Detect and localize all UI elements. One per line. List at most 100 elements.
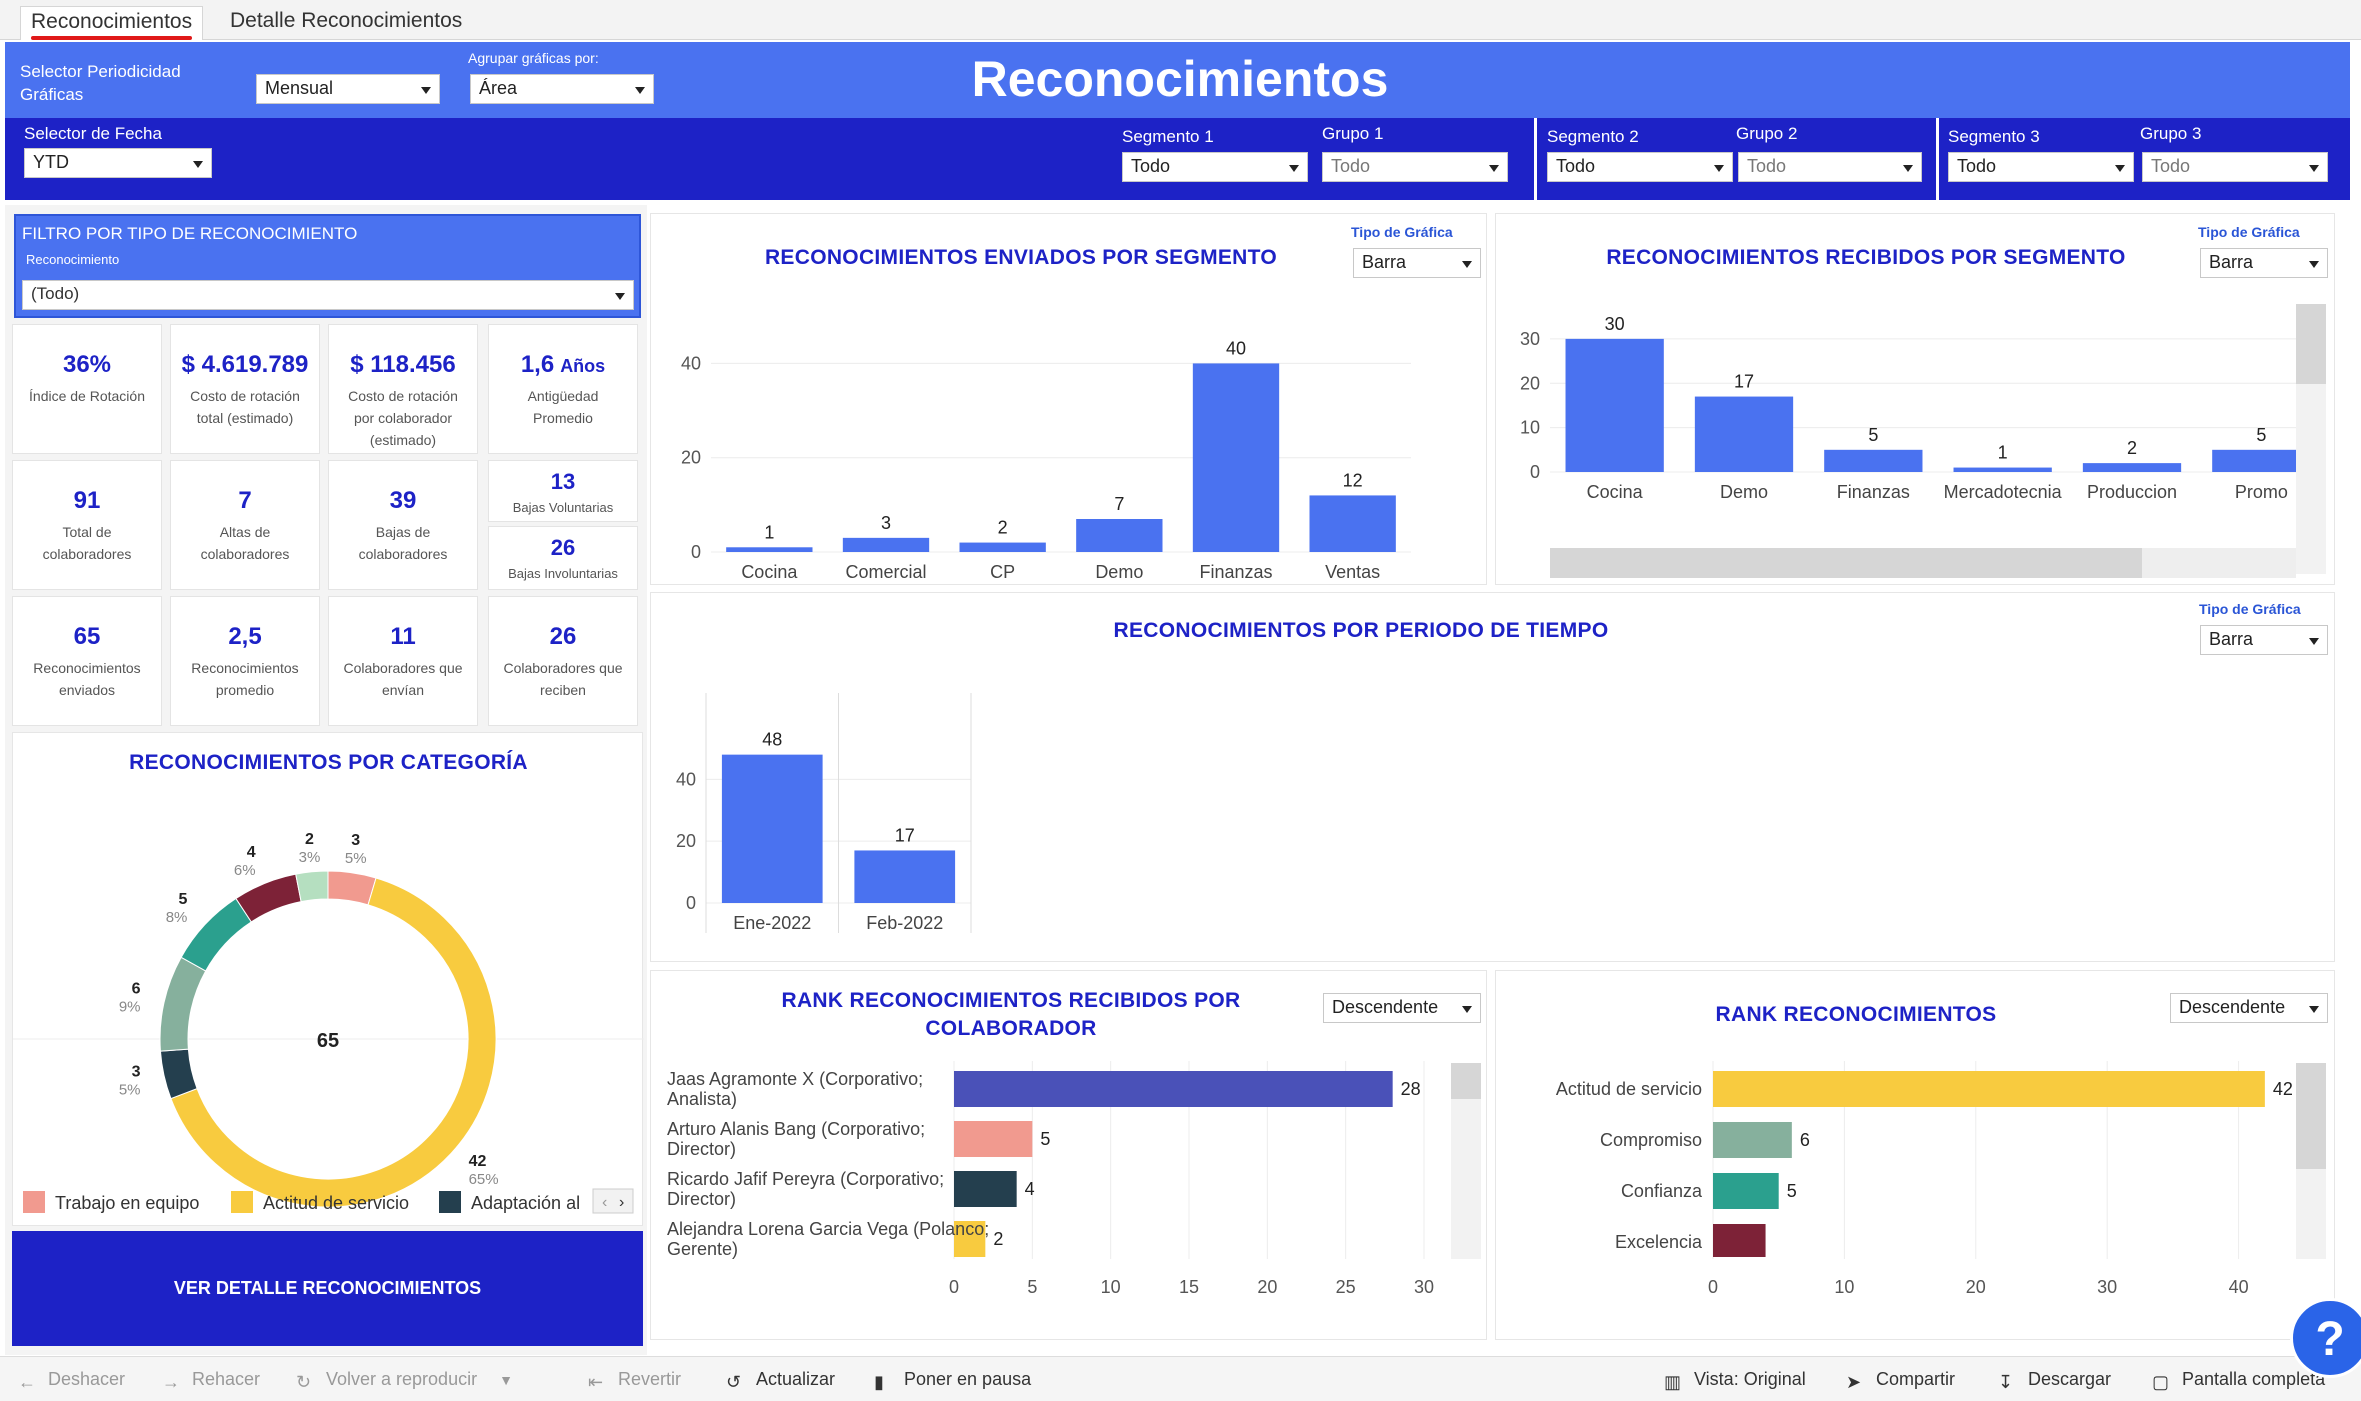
y-tick-label: Arturo Alanis Bang (Corporativo; Director… <box>667 1119 925 1159</box>
enviados-title: RECONOCIMIENTOS ENVIADOS POR SEGMENTO <box>764 246 1278 269</box>
chevron-right-icon: › <box>619 1194 624 1211</box>
kpi-value: 1,6 Años <box>520 351 606 378</box>
ver-detalle-button[interactable]: VER DETALLE RECONOCIMIENTOS <box>12 1231 643 1346</box>
rank-reconocimientos-order-select[interactable]: Descendente <box>2170 993 2328 1023</box>
slice-value-label: 2 <box>305 831 314 848</box>
enviados-chart-type-select[interactable]: Barra <box>1353 248 1481 278</box>
donut-center-total: 65 <box>317 1030 339 1052</box>
data-label: 30 <box>1605 314 1625 334</box>
refresh-label: Actualizar <box>756 1369 836 1389</box>
fullscreen-button[interactable]: ▢ Pantalla completa <box>2152 1357 2325 1401</box>
kpi-label: Bajas Voluntarias <box>512 500 614 515</box>
v-scrollbar-thumb[interactable] <box>2296 304 2326 384</box>
rank-colaborador-title: RANK RECONOCIMIENTOS RECIBIDOS POR COLAB… <box>781 989 1241 1040</box>
help-button[interactable]: ? <box>2290 1298 2361 1378</box>
y-tick-label: 40 <box>676 769 696 789</box>
legend-pager <box>592 1188 634 1214</box>
view-button[interactable]: ▥ Vista: Original <box>1664 1357 1806 1401</box>
y-tick-label: 0 <box>686 893 696 913</box>
filter-select[interactable]: (Todo) <box>22 280 634 310</box>
y-tick-label: 20 <box>681 448 701 468</box>
v-scrollbar-thumb[interactable] <box>1451 1063 1481 1099</box>
revert-button[interactable]: ⇤ Revertir <box>588 1357 681 1401</box>
data-label: 40 <box>1226 338 1246 358</box>
data-label: 1 <box>764 522 774 542</box>
bar <box>1824 449 1923 472</box>
select-value: Barra <box>2209 629 2254 649</box>
download-label: Descargar <box>2028 1369 2112 1389</box>
legend-swatch <box>439 1191 461 1213</box>
data-label: 12 <box>1343 470 1363 490</box>
replay-button[interactable]: ↻ Volver a reproducir ▼ <box>296 1357 513 1401</box>
select-value: Descendente <box>2179 997 2286 1017</box>
bar <box>1713 1071 2265 1107</box>
bar <box>954 1071 1393 1107</box>
tab-reconocimientos[interactable]: Reconocimientos <box>20 6 204 40</box>
data-label: 5 <box>1040 1129 1050 1149</box>
select-value: Todo <box>1747 156 1787 176</box>
group-1-select[interactable]: Todo <box>1322 152 1508 182</box>
share-button[interactable]: ➤ Compartir <box>1846 1357 1955 1401</box>
segment-1-select[interactable]: Todo <box>1122 152 1308 182</box>
group-3-select[interactable]: Todo <box>2142 152 2328 182</box>
label-line: Analista) <box>667 1089 737 1109</box>
segment-2-label: Segmento 2 <box>1547 127 1639 146</box>
x-tick-label: Promo <box>2235 482 2288 502</box>
kpi-label: Colaboradores que envían <box>343 660 463 698</box>
bar <box>2212 449 2311 472</box>
x-tick-label: 30 <box>2097 1277 2117 1297</box>
kpi-card: 2,5 Reconocimientos promedio <box>170 596 320 726</box>
chevron-down-icon <box>1903 165 1913 172</box>
v-scrollbar-track[interactable] <box>1451 1063 1481 1259</box>
kpi-value: 7 <box>238 487 252 514</box>
segment-3-select[interactable]: Todo <box>1948 152 2134 182</box>
chevron-down-icon <box>615 293 625 300</box>
kpi-label: Antigüedad Promedio <box>527 388 599 426</box>
pause-button[interactable]: ▮ Poner en pausa <box>874 1357 1031 1401</box>
recibidos-bar-chart: 0 10 20 30 30 Cocina 17 Demo 5 Finanzas 1 Mercadote… <box>1520 314 2326 502</box>
kpi-value: 36% <box>62 351 112 378</box>
kpi-value: 26 <box>550 535 576 560</box>
segment-1-label: Segmento 1 <box>1122 127 1214 146</box>
redo-button[interactable]: → Rehacer <box>162 1357 260 1401</box>
periodicity-select[interactable]: Mensual <box>256 74 440 104</box>
recibidos-chart-type-select[interactable]: Barra <box>2200 248 2328 278</box>
date-select[interactable]: YTD <box>24 148 212 178</box>
h-scrollbar-thumb[interactable] <box>1550 548 2142 578</box>
data-label: 48 <box>762 730 782 750</box>
v-scrollbar-thumb[interactable] <box>2296 1063 2326 1169</box>
v-scrollbar-track[interactable] <box>2296 1063 2326 1259</box>
h-scrollbar-track[interactable] <box>1550 548 2296 578</box>
group-by-select[interactable]: Área <box>470 74 654 104</box>
donut-slice <box>159 1048 198 1100</box>
select-value: Todo <box>1331 156 1371 176</box>
rank-reconocimientos-panel: RANK RECONOCIMIENTOS Descendente 0 10 20 30… <box>1495 970 2335 1340</box>
bar <box>1076 519 1163 552</box>
kpi-card: 36% Índice de Rotación <box>12 324 162 454</box>
periodo-chart-type-select[interactable]: Barra <box>2200 625 2328 655</box>
download-button[interactable]: ↧ Descargar <box>1998 1357 2111 1401</box>
x-tick-label: Produccion <box>2087 482 2177 502</box>
rank-colaborador-order-select[interactable]: Descendente <box>1323 993 1481 1023</box>
undo-button[interactable]: ← Deshacer <box>18 1357 125 1401</box>
segment-2-select[interactable]: Todo <box>1547 152 1733 182</box>
x-tick-label: Finanzas <box>1837 482 1910 502</box>
group-2-select[interactable]: Todo <box>1738 152 1922 182</box>
kpi-label: Bajas Involuntarias <box>508 566 618 581</box>
kpi-card: 11 Colaboradores que envían <box>328 596 478 726</box>
share-icon: ➤ <box>1846 1372 1862 1392</box>
tab-detalle-reconocimientos[interactable]: Detalle Reconocimientos <box>220 6 472 40</box>
x-tick-label: Demo <box>1095 562 1143 582</box>
label-line: Ricardo Jafif Pereyra (Corporativo; <box>667 1169 944 1189</box>
refresh-button[interactable]: ↺ Actualizar <box>726 1357 835 1401</box>
v-scrollbar-track[interactable] <box>2296 304 2326 574</box>
x-tick-label: 20 <box>1966 1277 1986 1297</box>
y-tick-label: Actitud de servicio <box>1556 1079 1702 1099</box>
chevron-down-icon <box>2309 261 2319 268</box>
bar <box>1713 1224 1766 1257</box>
y-tick-label: 40 <box>681 353 701 373</box>
chevron-down-icon <box>1714 165 1724 172</box>
chart-type-label: Tipo de Gráfica <box>2198 224 2300 240</box>
